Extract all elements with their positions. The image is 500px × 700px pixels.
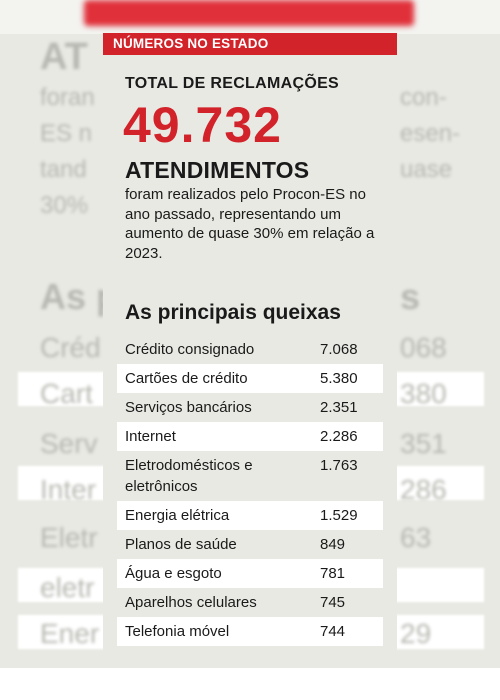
- complaint-name: Água e esgoto: [125, 565, 222, 582]
- list-item: Telefonia móvel 744: [117, 617, 383, 646]
- backdrop-text: 286: [400, 474, 447, 505]
- complaint-value: 2.286: [320, 428, 358, 445]
- complaint-name: Cartões de crédito: [125, 370, 248, 387]
- backdrop-bottom-strip: [0, 668, 500, 700]
- backdrop-text: Ener: [40, 618, 100, 649]
- backdrop-text: con-: [400, 84, 447, 111]
- complaint-value: 7.068: [320, 341, 358, 358]
- complaint-name: Planos de saúde: [125, 536, 237, 553]
- list-item: Eletrodomésticos e eletrônicos 1.763: [117, 451, 383, 501]
- backdrop-text: 351: [400, 428, 447, 459]
- complaint-name: Internet: [125, 428, 176, 445]
- list-item: Água e esgoto 781: [117, 559, 383, 588]
- list-item: Energia elétrica 1.529: [117, 501, 383, 530]
- backdrop-text: uase: [400, 156, 453, 183]
- backdrop-text: esen-: [400, 120, 461, 147]
- list-item: Planos de saúde 849: [117, 530, 383, 559]
- list-item: Aparelhos celulares 745: [117, 588, 383, 617]
- backdrop-text: 068: [400, 332, 447, 363]
- backdrop-text: tand: [40, 156, 87, 183]
- section-tag: NÚMEROS NO ESTADO: [103, 33, 397, 55]
- backdrop-text: 30%: [40, 192, 89, 219]
- backdrop-text: Serv: [40, 428, 98, 459]
- total-number: 49.732: [123, 97, 282, 153]
- complaint-value: 849: [320, 536, 346, 553]
- backdrop-text: Cart: [40, 378, 93, 409]
- complaint-value: 1.529: [320, 507, 358, 524]
- complaint-name: Eletrodomésticos e eletrônicos: [125, 457, 253, 495]
- list-item: Crédito consignado 7.068: [117, 335, 383, 364]
- backdrop-text: Inter: [40, 474, 97, 505]
- list-item: Cartões de crédito 5.380: [117, 364, 383, 393]
- backdrop-text: eletr: [40, 572, 95, 603]
- list-item: Internet 2.286: [117, 422, 383, 451]
- complaint-name: Aparelhos celulares: [125, 594, 257, 611]
- complaints-list: Crédito consignado 7.068 Cartões de créd…: [117, 335, 383, 646]
- complaint-value: 5.380: [320, 370, 358, 387]
- backdrop-text: 29: [400, 618, 432, 649]
- backdrop-text: Créd: [40, 332, 101, 363]
- complaint-name: Crédito consignado: [125, 341, 255, 358]
- complaint-name: Energia elétrica: [125, 507, 230, 524]
- backdrop-text: Eletr: [40, 522, 98, 553]
- complaint-value: 781: [320, 565, 346, 582]
- complaint-value: 744: [320, 623, 346, 640]
- complaint-value: 745: [320, 594, 346, 611]
- backdrop-text: ES n: [40, 120, 93, 147]
- kicker-label: TOTAL DE RECLAMAÇÕES: [125, 75, 340, 92]
- description-text: foram realizados pelo Procon-ES no ano p…: [125, 186, 375, 262]
- complaint-name: Telefonia móvel: [125, 623, 230, 640]
- backdrop-text: foran: [40, 84, 95, 111]
- complaint-name: Serviços bancários: [125, 399, 252, 416]
- backdrop-heading: s: [400, 276, 421, 317]
- backdrop-text: 380: [400, 378, 447, 409]
- backdrop-red-bar: [84, 0, 414, 26]
- backdrop-heading: AT: [40, 36, 88, 78]
- complaint-value: 2.351: [320, 399, 358, 416]
- complaints-title: As principais queixas: [125, 301, 341, 324]
- subhead-title: ATENDIMENTOS: [125, 157, 310, 183]
- list-item: Serviços bancários 2.351: [117, 393, 383, 422]
- backdrop-text: 63: [400, 522, 432, 553]
- infographic-card: NÚMEROS NO ESTADO TOTAL DE RECLAMAÇÕES 4…: [103, 33, 397, 665]
- complaint-value: 1.763: [320, 457, 358, 474]
